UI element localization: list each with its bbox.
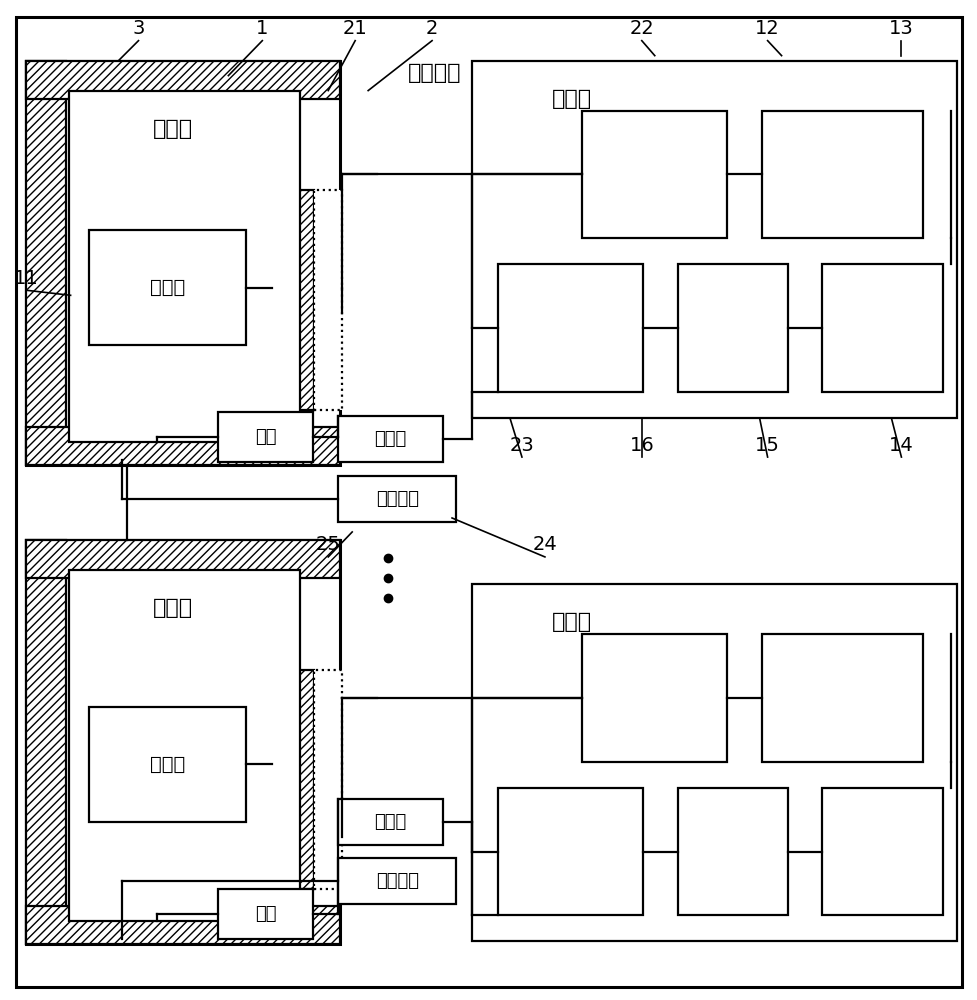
Bar — [581, 634, 726, 762]
Text: 供电端: 供电端 — [374, 430, 406, 448]
Bar — [761, 634, 922, 762]
Bar — [68, 91, 300, 442]
Bar — [25, 427, 340, 465]
Bar — [821, 264, 943, 392]
Bar — [89, 230, 246, 345]
Bar — [25, 540, 340, 578]
Text: 25: 25 — [316, 535, 340, 554]
Bar — [677, 788, 786, 915]
Bar — [821, 788, 943, 915]
Bar — [218, 412, 313, 462]
Bar — [472, 584, 956, 941]
Bar — [25, 906, 340, 944]
Text: 11: 11 — [15, 269, 39, 288]
Text: 14: 14 — [888, 436, 913, 455]
Bar — [68, 570, 300, 921]
Bar — [25, 61, 340, 99]
Text: 13: 13 — [888, 19, 913, 38]
Text: 2: 2 — [425, 19, 438, 38]
Bar — [272, 670, 314, 889]
Text: 15: 15 — [754, 436, 780, 455]
Bar — [677, 264, 786, 392]
Bar — [25, 540, 65, 944]
Text: 单板电源: 单板电源 — [375, 490, 418, 508]
Bar — [338, 416, 443, 462]
Text: 供电端: 供电端 — [374, 813, 406, 831]
Text: 光器件: 光器件 — [149, 278, 185, 297]
Text: 通信单板: 通信单板 — [407, 63, 461, 83]
Text: 23: 23 — [509, 436, 533, 455]
Text: 单板电源: 单板电源 — [375, 872, 418, 890]
Bar — [25, 61, 65, 465]
Bar — [272, 190, 314, 410]
Text: 开关: 开关 — [255, 905, 276, 923]
Bar — [218, 889, 313, 939]
Bar — [581, 111, 726, 238]
Text: 16: 16 — [629, 436, 654, 455]
Text: 光模块: 光模块 — [152, 598, 192, 618]
Text: 21: 21 — [343, 19, 367, 38]
Bar — [314, 670, 342, 889]
Text: 电芯片: 电芯片 — [551, 89, 591, 109]
Bar — [497, 788, 642, 915]
Text: 1: 1 — [256, 19, 269, 38]
Bar — [472, 61, 956, 418]
Bar — [338, 799, 443, 845]
Bar — [761, 111, 922, 238]
Bar — [338, 476, 455, 522]
Text: 开关: 开关 — [255, 428, 276, 446]
Text: 24: 24 — [532, 535, 557, 554]
Bar — [89, 707, 246, 822]
Text: 22: 22 — [629, 19, 654, 38]
Bar — [25, 61, 340, 465]
Bar — [25, 540, 340, 944]
Bar — [338, 858, 455, 904]
Text: 光器件: 光器件 — [149, 755, 185, 774]
Bar — [314, 190, 342, 410]
Text: 3: 3 — [132, 19, 145, 38]
Text: 电芯片: 电芯片 — [551, 612, 591, 632]
Text: 12: 12 — [754, 19, 780, 38]
Text: 光模块: 光模块 — [152, 119, 192, 139]
Bar — [497, 264, 642, 392]
